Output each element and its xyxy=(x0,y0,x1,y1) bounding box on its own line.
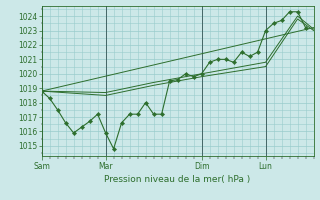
X-axis label: Pression niveau de la mer( hPa ): Pression niveau de la mer( hPa ) xyxy=(104,175,251,184)
